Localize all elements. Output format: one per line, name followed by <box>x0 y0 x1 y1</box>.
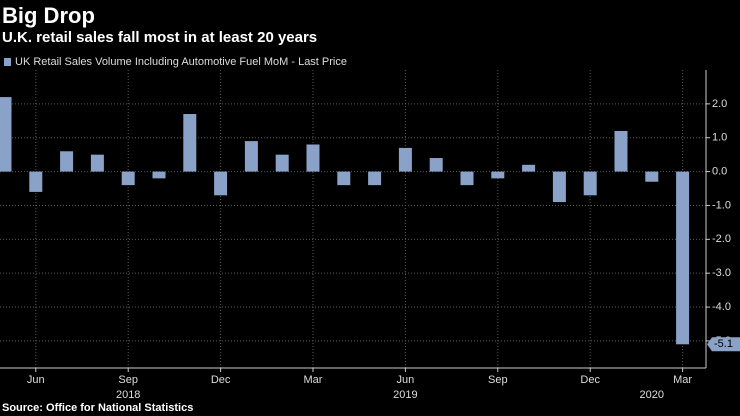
bar <box>60 151 74 172</box>
bar <box>583 171 597 196</box>
source: Source: Office for National Statistics <box>2 402 193 414</box>
x-tick-label: Jun <box>27 374 45 386</box>
legend-swatch <box>4 58 11 66</box>
year-label: 2018 <box>116 389 140 401</box>
bar <box>121 171 135 186</box>
last-value-tag <box>707 337 740 352</box>
bar <box>398 147 412 172</box>
bar <box>491 171 505 179</box>
bar <box>183 114 197 172</box>
x-tick-label: Dec <box>211 374 231 386</box>
y-tick-label: 0.0 <box>712 165 727 177</box>
chart-subtitle: U.K. retail sales fall most in at least … <box>2 29 317 46</box>
bar <box>275 154 289 172</box>
last-value-label: -5.1 <box>714 338 733 350</box>
bar <box>152 171 166 179</box>
y-tick-label: 2.0 <box>712 98 727 110</box>
y-tick-label: -2.0 <box>712 233 731 245</box>
year-label: 2020 <box>640 389 664 401</box>
y-tick-label: -4.0 <box>712 301 731 313</box>
y-tick-label: 1.0 <box>712 132 727 144</box>
chart-title: Big Drop <box>2 3 95 28</box>
bar <box>244 141 258 172</box>
x-tick-label: Mar <box>304 374 323 386</box>
x-tick-label: Dec <box>580 374 600 386</box>
bar <box>0 97 12 172</box>
y-tick-label: -3.0 <box>712 267 731 279</box>
bar <box>214 171 228 196</box>
x-tick-label: Jun <box>397 374 415 386</box>
bar <box>460 171 474 186</box>
legend-label: UK Retail Sales Volume Including Automot… <box>15 56 347 68</box>
x-tick-label: Mar <box>673 374 692 386</box>
bar <box>552 171 566 203</box>
bar <box>337 171 351 186</box>
x-tick-label: Sep <box>488 374 508 386</box>
year-label: 2019 <box>393 389 417 401</box>
bar <box>522 164 536 172</box>
bar <box>429 158 443 172</box>
bar <box>368 171 382 186</box>
bar <box>306 144 320 172</box>
y-tick-label: -1.0 <box>712 199 731 211</box>
bar <box>29 171 43 192</box>
x-tick-label: Sep <box>118 374 138 386</box>
bar <box>614 130 628 172</box>
bar <box>676 171 690 345</box>
bar <box>645 171 659 182</box>
bar <box>90 154 104 172</box>
